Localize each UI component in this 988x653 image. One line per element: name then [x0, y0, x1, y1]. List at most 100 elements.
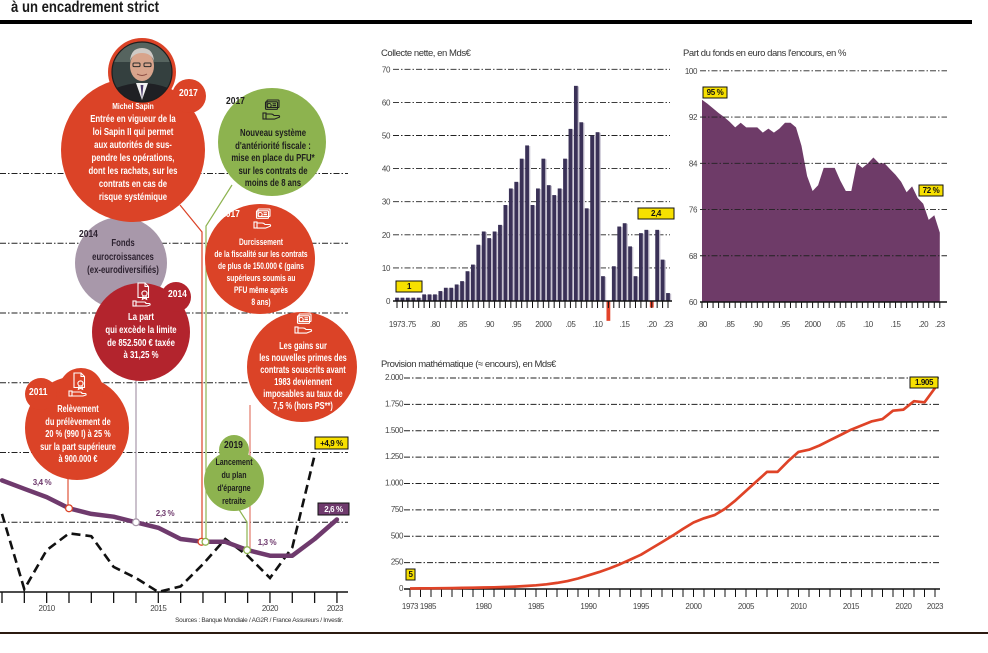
event-text-line: pendre les opérations,	[91, 152, 175, 164]
annotation-yellow-box-text: +4,9 %	[320, 439, 343, 448]
connector-2017-pfu	[205, 184, 233, 542]
bar	[395, 297, 399, 301]
value-label-box-bg	[637, 207, 675, 220]
bar	[579, 122, 584, 301]
event-text-line: du prélèvement de	[45, 416, 111, 428]
bar	[525, 145, 529, 301]
chart-title: Provision mathématique (≈ encours), en M…	[381, 359, 557, 370]
provision-mathematique-line-chart: Provision mathématique (≈ encours), en M…	[381, 359, 944, 611]
connector-2019-per	[237, 507, 248, 551]
bar-shadow	[404, 298, 406, 301]
event-year-label: 2019	[339, 317, 358, 328]
value-label-box-bg	[702, 86, 728, 99]
bar	[617, 226, 622, 301]
value-label-box: 72 %	[918, 184, 944, 197]
bar	[422, 294, 426, 301]
x-tick-label: .80	[697, 320, 708, 329]
bar	[470, 264, 475, 301]
bar	[503, 205, 508, 301]
purple-series-line	[0, 478, 340, 558]
annotation-purple-box-bg	[317, 502, 350, 516]
bar-shadow	[458, 285, 460, 301]
bar	[557, 188, 562, 301]
annotation-purple-box-text: 2,6 %	[324, 505, 343, 514]
x-tick-label: 2023	[327, 604, 344, 613]
bar	[639, 233, 643, 301]
bubble-relevement-2011	[25, 368, 129, 480]
annotation-purple-box: 2,6 %	[317, 502, 350, 516]
event-marker-2017	[201, 537, 210, 546]
bar-shadow	[507, 205, 509, 301]
bar	[487, 238, 492, 301]
event-bubbles	[25, 38, 357, 511]
y-tick-label: 60	[689, 298, 698, 307]
bubble-per-2019	[204, 435, 264, 511]
event-text-line: 7,5 % (hors PS**)	[273, 401, 333, 412]
bar	[622, 223, 627, 301]
timeline-annotations: 3,4 % 2,3 % 1,3 % +4,9 % 2,6 %	[33, 436, 350, 547]
bar-shadow	[583, 122, 585, 301]
event-text-line: 8 ans)	[251, 297, 271, 307]
y-tick-label: 20	[382, 231, 391, 240]
bar	[530, 205, 535, 301]
bar-shadow	[528, 146, 531, 301]
x-tick-label: .15	[620, 320, 631, 329]
event-text-line: contrats souscrits avant	[260, 365, 346, 376]
x-tick-label: 2000	[685, 602, 702, 611]
event-year-label: 2017	[226, 96, 245, 107]
dashed-series-line	[0, 454, 316, 594]
event-text-line: à 31,25 %	[123, 349, 159, 362]
x-tick-label: 2020	[895, 602, 912, 611]
bar	[573, 85, 578, 301]
event-text-line: Fonds	[111, 237, 135, 249]
bar-shadow	[409, 298, 412, 301]
event-text-line: Entrée en vigueur de la	[90, 113, 176, 125]
bar	[481, 231, 486, 301]
x-tick-label: .75	[406, 320, 417, 329]
bar-shadow	[550, 185, 552, 301]
y-tick-label: 92	[689, 113, 698, 122]
bar-shadow	[539, 189, 542, 301]
event-year-label: 2014	[168, 289, 187, 300]
bar	[498, 224, 502, 301]
value-label-box: 95 %	[702, 86, 728, 99]
x-tick-label: .05	[835, 320, 846, 329]
collecte-nette-bar-chart: Collecte nette, en Mds€ 0 10 20 30 40 50 60 70 19…	[381, 48, 675, 329]
value-label-box: 5	[405, 568, 416, 581]
value-label-box-text: 72 %	[923, 186, 940, 195]
event-text-line: de la fiscalité sur les contrats	[214, 249, 308, 259]
x-tick-label: .23	[663, 320, 674, 329]
bar-shadow	[420, 298, 422, 301]
event-text-line: 1983 deviennent	[274, 377, 332, 388]
bar-shadow	[447, 288, 449, 301]
bubble-durcissement-2017	[205, 204, 315, 314]
event-text-line: risque systémique	[98, 191, 168, 203]
event-text-line: mise en place du PFU*	[231, 152, 315, 164]
bar	[546, 185, 551, 301]
event-text-line: Lancement	[215, 457, 253, 468]
x-tick-label: 2000	[804, 320, 821, 329]
y-tick-label: 1.750	[385, 399, 404, 408]
event-text-line: Relèvement	[57, 404, 99, 415]
event-text-line: à 900.000 €	[58, 454, 98, 465]
bar	[492, 231, 497, 301]
bar	[541, 158, 546, 301]
y-tick-label: 1.250	[385, 452, 404, 461]
x-tick-label: 1985	[528, 602, 545, 611]
event-text-line: d'antériorité fiscale :	[235, 139, 311, 152]
y-tick-label: 0	[386, 297, 391, 306]
bar	[427, 294, 432, 301]
bar-shadow	[518, 182, 520, 301]
bar-shadow	[556, 195, 558, 301]
bar	[633, 276, 638, 301]
x-tick-label: .85	[725, 320, 736, 329]
value-label-box-bg	[405, 568, 416, 581]
x-tick-label: .85	[457, 320, 468, 329]
event-marker-2019	[243, 546, 252, 555]
bar-shadow	[501, 225, 504, 301]
event-year-label: 2014	[79, 229, 98, 240]
bubble-gains-2019	[247, 312, 357, 422]
value-label-box-text: 1	[407, 282, 412, 291]
event-text-line: les nouvelles primes des	[259, 353, 347, 364]
event-text-line: de plus de 150.000 € (gains	[218, 261, 304, 271]
